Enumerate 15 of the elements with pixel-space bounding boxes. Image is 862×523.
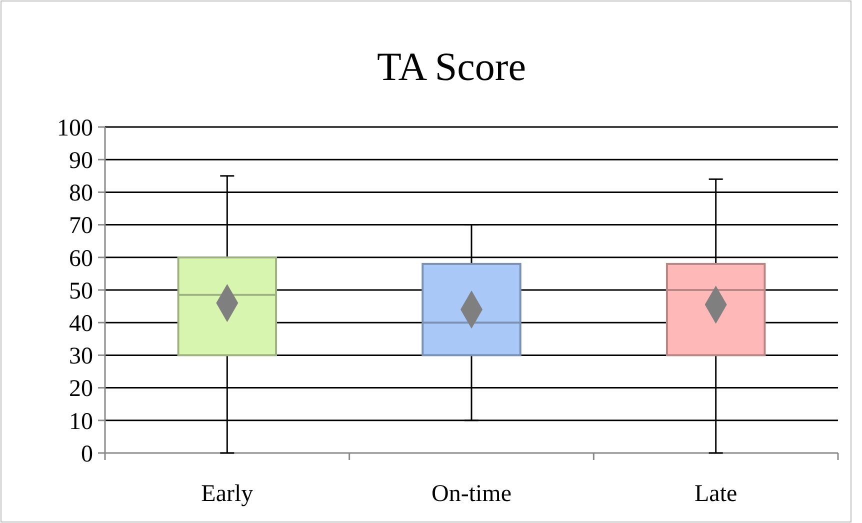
x-tick-label: Late: [694, 481, 738, 507]
y-tick-label: 70: [69, 213, 93, 240]
y-tick-label: 30: [69, 344, 93, 370]
y-tick-label: 100: [57, 115, 93, 142]
y-tick-label: 90: [69, 148, 93, 174]
y-tick-label: 0: [81, 441, 93, 468]
chart-title: TA Score: [377, 44, 526, 89]
y-tick-label: 40: [69, 311, 93, 337]
x-tick-label: Early: [201, 481, 254, 507]
y-tick-label: 20: [69, 376, 93, 402]
x-tick-label: On-time: [432, 481, 512, 507]
y-tick-label: 60: [69, 246, 93, 272]
y-tick-label: 10: [69, 408, 93, 435]
y-tick-label: 50: [69, 278, 93, 304]
y-tick-label: 80: [69, 180, 93, 207]
